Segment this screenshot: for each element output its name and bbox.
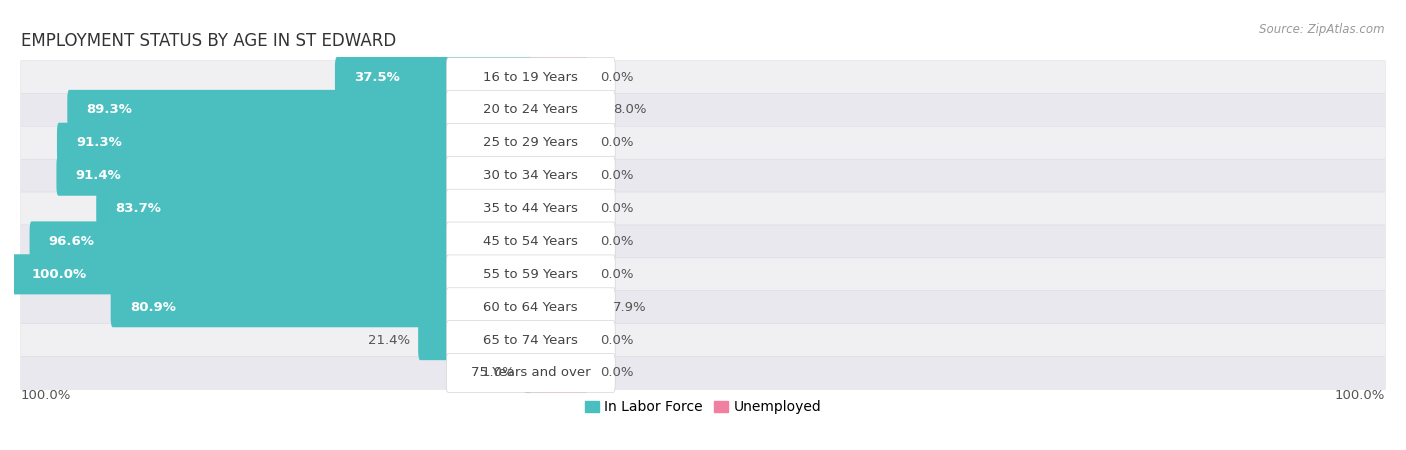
FancyBboxPatch shape: [335, 57, 533, 97]
Text: Source: ZipAtlas.com: Source: ZipAtlas.com: [1260, 22, 1385, 36]
FancyBboxPatch shape: [21, 94, 1385, 126]
Text: 0.0%: 0.0%: [599, 136, 633, 149]
FancyBboxPatch shape: [529, 156, 588, 196]
FancyBboxPatch shape: [446, 58, 616, 96]
Text: 91.4%: 91.4%: [76, 169, 121, 182]
FancyBboxPatch shape: [446, 354, 616, 392]
FancyBboxPatch shape: [111, 287, 533, 327]
FancyBboxPatch shape: [529, 123, 588, 163]
FancyBboxPatch shape: [446, 321, 616, 360]
FancyBboxPatch shape: [446, 90, 616, 129]
FancyBboxPatch shape: [529, 221, 588, 261]
FancyBboxPatch shape: [56, 156, 533, 196]
Text: 7.9%: 7.9%: [613, 301, 647, 314]
FancyBboxPatch shape: [21, 291, 1385, 324]
Text: 25 to 29 Years: 25 to 29 Years: [484, 136, 578, 149]
FancyBboxPatch shape: [529, 254, 588, 294]
FancyBboxPatch shape: [446, 255, 616, 294]
FancyBboxPatch shape: [21, 356, 1385, 389]
FancyBboxPatch shape: [21, 225, 1385, 258]
Text: 80.9%: 80.9%: [129, 301, 176, 314]
Text: 0.0%: 0.0%: [599, 169, 633, 182]
FancyBboxPatch shape: [446, 156, 616, 195]
Text: 89.3%: 89.3%: [87, 104, 132, 117]
Text: 100.0%: 100.0%: [21, 389, 72, 402]
FancyBboxPatch shape: [446, 288, 616, 327]
FancyBboxPatch shape: [446, 123, 616, 162]
Text: 100.0%: 100.0%: [1334, 389, 1385, 402]
FancyBboxPatch shape: [523, 353, 533, 393]
Text: 37.5%: 37.5%: [354, 71, 399, 84]
FancyBboxPatch shape: [21, 258, 1385, 291]
Text: 96.6%: 96.6%: [49, 235, 94, 248]
FancyBboxPatch shape: [30, 221, 533, 261]
FancyBboxPatch shape: [21, 192, 1385, 225]
FancyBboxPatch shape: [21, 126, 1385, 159]
Text: 0.0%: 0.0%: [599, 333, 633, 346]
Text: 0.0%: 0.0%: [599, 366, 633, 379]
Text: 55 to 59 Years: 55 to 59 Years: [484, 268, 578, 281]
FancyBboxPatch shape: [58, 123, 533, 163]
Text: 100.0%: 100.0%: [31, 268, 86, 281]
FancyBboxPatch shape: [21, 324, 1385, 356]
Text: 1.0%: 1.0%: [482, 366, 515, 379]
Text: 65 to 74 Years: 65 to 74 Years: [484, 333, 578, 346]
Text: 60 to 64 Years: 60 to 64 Years: [484, 301, 578, 314]
FancyBboxPatch shape: [529, 353, 588, 393]
Text: 35 to 44 Years: 35 to 44 Years: [484, 202, 578, 215]
Text: 0.0%: 0.0%: [599, 235, 633, 248]
FancyBboxPatch shape: [67, 90, 533, 130]
Text: 91.3%: 91.3%: [76, 136, 122, 149]
Text: 0.0%: 0.0%: [599, 71, 633, 84]
Legend: In Labor Force, Unemployed: In Labor Force, Unemployed: [579, 395, 827, 420]
Text: 45 to 54 Years: 45 to 54 Years: [484, 235, 578, 248]
FancyBboxPatch shape: [21, 159, 1385, 192]
FancyBboxPatch shape: [446, 222, 616, 261]
FancyBboxPatch shape: [13, 254, 533, 294]
Text: 83.7%: 83.7%: [115, 202, 162, 215]
Text: 30 to 34 Years: 30 to 34 Years: [484, 169, 578, 182]
FancyBboxPatch shape: [21, 61, 1385, 94]
Text: 16 to 19 Years: 16 to 19 Years: [484, 71, 578, 84]
Text: 0.0%: 0.0%: [599, 268, 633, 281]
Text: 20 to 24 Years: 20 to 24 Years: [484, 104, 578, 117]
Text: 75 Years and over: 75 Years and over: [471, 366, 591, 379]
FancyBboxPatch shape: [529, 320, 588, 360]
FancyBboxPatch shape: [96, 189, 533, 229]
FancyBboxPatch shape: [529, 57, 588, 97]
FancyBboxPatch shape: [529, 287, 600, 327]
FancyBboxPatch shape: [418, 320, 533, 360]
FancyBboxPatch shape: [446, 189, 616, 228]
Text: 8.0%: 8.0%: [613, 104, 647, 117]
Text: 0.0%: 0.0%: [599, 202, 633, 215]
FancyBboxPatch shape: [529, 90, 602, 130]
FancyBboxPatch shape: [529, 189, 588, 229]
Text: EMPLOYMENT STATUS BY AGE IN ST EDWARD: EMPLOYMENT STATUS BY AGE IN ST EDWARD: [21, 32, 396, 50]
Text: 21.4%: 21.4%: [368, 333, 411, 346]
